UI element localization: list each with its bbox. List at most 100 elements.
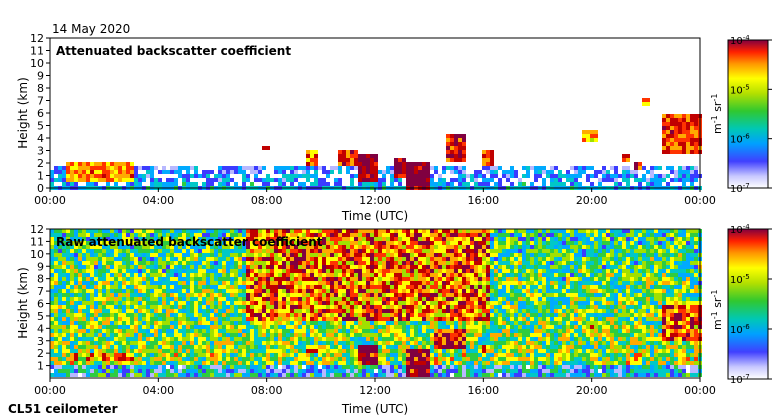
x-tick-label: 00:00	[34, 194, 66, 207]
heatmap-cell	[454, 154, 458, 158]
heatmap-cell	[674, 146, 678, 150]
heatmap-cell	[66, 313, 70, 317]
heatmap-cell	[82, 369, 86, 373]
heatmap-cell	[82, 166, 86, 170]
heatmap-cell	[262, 229, 266, 233]
heatmap-cell	[322, 325, 326, 329]
heatmap-cell	[354, 269, 358, 273]
heatmap-cell	[366, 277, 370, 281]
heatmap-cell	[130, 321, 134, 325]
heatmap-cell	[154, 269, 158, 273]
heatmap-cell	[62, 265, 66, 269]
heatmap-cell	[634, 162, 638, 166]
heatmap-cell	[450, 178, 454, 182]
heatmap-cell	[570, 166, 574, 170]
heatmap-cell	[302, 277, 306, 281]
heatmap-cell	[446, 233, 450, 237]
heatmap-cell	[142, 309, 146, 313]
heatmap-cell	[438, 273, 442, 277]
heatmap-cell	[458, 265, 462, 269]
heatmap-cell	[334, 341, 338, 345]
heatmap-cell	[462, 245, 466, 249]
heatmap-cell	[622, 178, 626, 182]
heatmap-cell	[226, 285, 230, 289]
heatmap-cell	[338, 337, 342, 341]
heatmap-cell	[406, 182, 410, 186]
heatmap-cell	[422, 166, 426, 170]
heatmap-cell	[290, 273, 294, 277]
heatmap-cell	[94, 233, 98, 237]
heatmap-cell	[306, 329, 310, 333]
heatmap-cell	[142, 353, 146, 357]
heatmap-cell	[270, 329, 274, 333]
heatmap-cell	[626, 158, 630, 162]
heatmap-cell	[250, 241, 254, 245]
heatmap-cell	[454, 317, 458, 321]
heatmap-cell	[146, 345, 150, 349]
heatmap-cell	[54, 245, 58, 249]
heatmap-cell	[122, 273, 126, 277]
heatmap-cell	[142, 345, 146, 349]
heatmap-cell	[138, 305, 142, 309]
heatmap-cell	[270, 241, 274, 245]
heatmap-cell	[118, 353, 122, 357]
heatmap-cell	[306, 313, 310, 317]
heatmap-cell	[382, 357, 386, 361]
heatmap-cell	[634, 166, 638, 170]
heatmap-cell	[358, 365, 362, 369]
heatmap-cell	[294, 253, 298, 257]
heatmap-cell	[454, 253, 458, 257]
heatmap-cell	[438, 365, 442, 369]
heatmap-cell	[462, 237, 466, 241]
heatmap-cell	[454, 158, 458, 162]
heatmap-cell	[210, 261, 214, 265]
heatmap-cell	[398, 178, 402, 182]
heatmap-cell	[238, 305, 242, 309]
heatmap-cell	[86, 325, 90, 329]
heatmap-cell	[418, 289, 422, 293]
heatmap-cell	[50, 277, 54, 281]
heatmap-cell	[466, 341, 470, 345]
heatmap-cell	[74, 329, 78, 333]
heatmap-cell	[154, 337, 158, 341]
heatmap-cell	[550, 166, 554, 170]
heatmap-cell	[54, 257, 58, 261]
heatmap-cell	[158, 329, 162, 333]
heatmap-cell	[414, 261, 418, 265]
heatmap-cell	[126, 337, 130, 341]
heatmap-cell	[662, 174, 666, 178]
heatmap-cell	[306, 233, 310, 237]
heatmap-cell	[690, 134, 694, 138]
heatmap-cell	[198, 321, 202, 325]
heatmap-cell	[454, 321, 458, 325]
heatmap-cell	[66, 245, 70, 249]
heatmap-cell	[358, 337, 362, 341]
heatmap-cell	[126, 341, 130, 345]
heatmap-cell	[246, 357, 250, 361]
heatmap-cell	[442, 365, 446, 369]
heatmap-cell	[438, 313, 442, 317]
heatmap-cell	[194, 229, 198, 233]
heatmap-cell	[362, 170, 366, 174]
heatmap-cell	[298, 341, 302, 345]
heatmap-cell	[286, 365, 290, 369]
heatmap-cell	[82, 261, 86, 265]
heatmap-cell	[182, 233, 186, 237]
heatmap-cell	[386, 269, 390, 273]
heatmap-cell	[222, 241, 226, 245]
heatmap-cell	[290, 166, 294, 170]
heatmap-cell	[214, 229, 218, 233]
heatmap-cell	[86, 166, 90, 170]
heatmap-cell	[254, 361, 258, 365]
heatmap-cell	[614, 182, 618, 186]
heatmap-cell	[462, 170, 466, 174]
heatmap-cell	[94, 237, 98, 241]
heatmap-cell	[162, 269, 166, 273]
heatmap-cell	[366, 154, 370, 158]
heatmap-cell	[294, 373, 298, 377]
heatmap-cell	[346, 301, 350, 305]
heatmap-cell	[150, 261, 154, 265]
heatmap-cell	[678, 142, 682, 146]
heatmap-cell	[406, 349, 410, 353]
heatmap-cell	[274, 309, 278, 313]
